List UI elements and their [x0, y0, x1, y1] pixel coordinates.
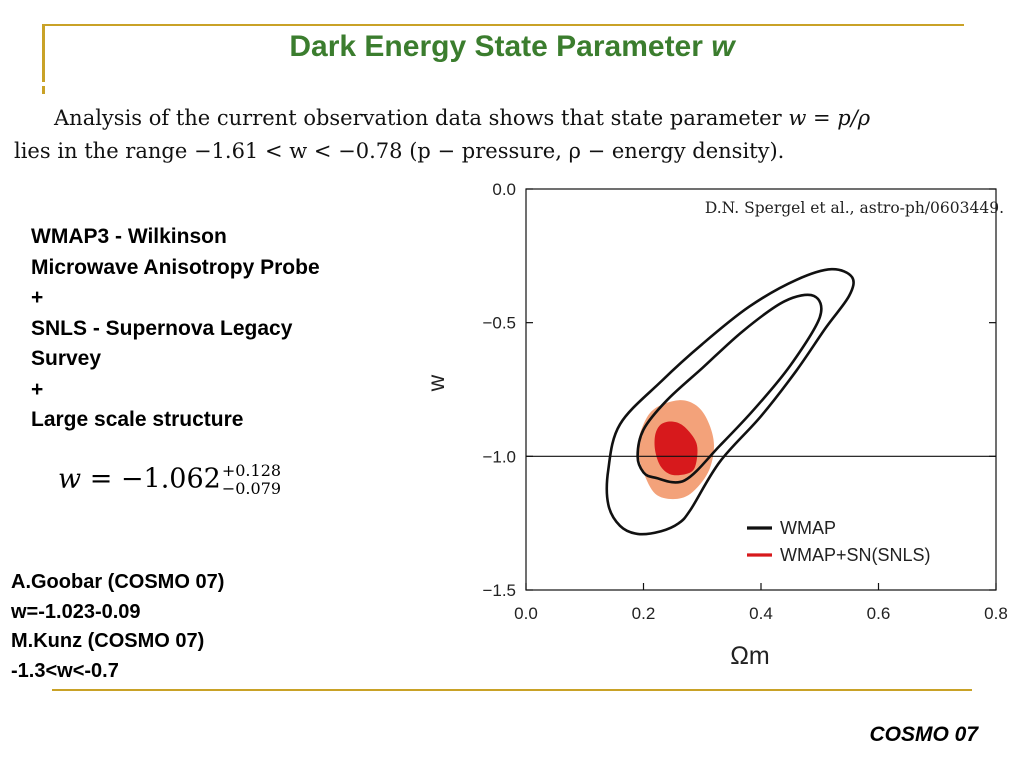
x-tick-label: 0.6: [867, 604, 891, 623]
references: A.Goobar (COSMO 07) w=-1.023-0.09 M.Kunz…: [11, 568, 391, 686]
dataset-line: +: [31, 377, 44, 401]
dataset-line: WMAP3 - Wilkinson: [31, 225, 227, 248]
w-omega-contour-chart: 0.0 0.2 0.4 0.6 0.8 0.0 −0.5 −1.0 −1.5 Ωm w D.N. Sp…: [423, 180, 1008, 670]
x-tick-label: 0.8: [984, 604, 1008, 623]
dataset-line: Large scale structure: [31, 408, 244, 431]
formula-rhs: = −1.062: [89, 463, 221, 495]
dataset-line: SNLS - Supernova Legacy: [31, 316, 293, 340]
legend-label: WMAP: [780, 518, 836, 538]
x-tick-label: 0.0: [514, 604, 538, 623]
footer-label: COSMO 07: [869, 723, 978, 746]
x-tick-label: 0.2: [632, 604, 656, 623]
x-tick-label: 0.4: [749, 604, 773, 623]
dataset-line: Microwave Anisotropy Probe: [31, 255, 320, 279]
legend-label: WMAP+SN(SNLS): [780, 545, 931, 565]
slide-title: Dark Energy State Parameter w: [0, 30, 1024, 64]
intro-line-1: Analysis of the current observation data…: [14, 102, 1018, 135]
reference-line: w=-1.023-0.09: [11, 600, 141, 623]
slide-title-variable: w: [711, 30, 735, 63]
formula-errors: +0.128 −0.079: [222, 462, 281, 498]
y-tick-label: 0.0: [492, 180, 516, 199]
plot-frame: [525, 188, 997, 591]
formula-lhs: w: [58, 463, 82, 495]
intro-paragraph: Analysis of the current observation data…: [14, 102, 1018, 168]
y-tick-label: −1.0: [482, 447, 516, 466]
x-axis-label: Ωm: [730, 642, 770, 670]
dataset-line: Survey: [31, 347, 102, 370]
slide-title-text: Dark Energy State Parameter: [289, 30, 703, 63]
chart-citation: D.N. Spergel et al., astro-ph/0603449.: [705, 199, 1004, 217]
decorative-top-rule: [42, 24, 964, 26]
decorative-bottom-rule: [52, 689, 972, 691]
y-axis-label: w: [423, 374, 449, 392]
dataset-line: +: [31, 286, 44, 309]
decorative-tick-mark: [42, 86, 45, 94]
contour-wmap-68: [636, 293, 823, 484]
formula-upper-error: +0.128: [221, 461, 282, 480]
reference-line: A.Goobar (COSMO 07): [11, 571, 225, 593]
decorative-vertical-rule: [42, 24, 45, 82]
contour-wmap-sn-68: [654, 421, 698, 476]
y-tick-label: −0.5: [482, 314, 516, 333]
contour-wmap-95: [605, 267, 855, 536]
y-tick-label: −1.5: [482, 581, 516, 600]
intro-line-2-math: −1.61 < w < −0.78: [193, 139, 403, 163]
intro-line-1-text: Analysis of the current observation data…: [54, 106, 782, 130]
dataset-description: WMAP3 - Wilkinson Microwave Anisotropy P…: [31, 222, 411, 436]
reference-line: M.Kunz (COSMO 07): [11, 630, 205, 652]
intro-line-2-suffix: (p − pressure, ρ − energy density).: [409, 139, 785, 163]
formula-lower-error: −0.079: [221, 479, 282, 498]
intro-line-2: lies in the range −1.61 < w < −0.78 (p −…: [14, 135, 1018, 168]
intro-line-2-prefix: lies in the range: [14, 139, 188, 163]
intro-line-1-math: w = p/ρ: [788, 106, 871, 130]
w-value-formula: w = −1.062 +0.128 −0.079: [58, 462, 281, 498]
reference-line: -1.3<w<-0.7: [11, 659, 119, 682]
